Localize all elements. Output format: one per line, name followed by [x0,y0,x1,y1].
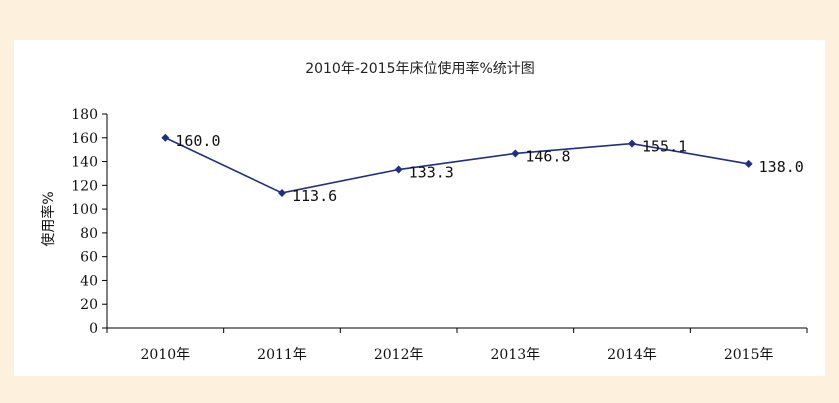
y-tick-label: 120 [71,178,98,194]
data-point-marker [161,133,170,142]
x-tick-label: 2015年 [724,347,774,363]
y-tick-label: 20 [80,297,98,313]
x-tick-label: 2013年 [491,347,541,363]
y-tick-label: 60 [80,250,98,266]
y-tick-label: 40 [80,273,98,289]
y-tick-label: 140 [71,155,98,171]
series-line [164,137,749,194]
data-label: 160.0 [175,132,220,150]
chart-title: 2010年-2015年床位使用率%统计图 [305,60,535,77]
data-point-marker [744,159,753,168]
y-tick-label: 0 [89,321,98,337]
x-tick-label: 2011年 [257,347,307,363]
x-tick-label: 2012年 [374,347,424,363]
data-label: 155.1 [642,138,687,156]
axes: 0 20 40 60 80 100 120 140 160 180 2010年 2011年 2012年 2… [71,107,808,363]
y-tick-label: 100 [71,202,98,218]
y-tick-label: 160 [71,131,98,147]
data-point-marker [394,165,403,174]
data-label: 113.6 [292,187,337,205]
data-point-marker [278,188,286,197]
data-label: 138.0 [759,158,804,176]
data-label: 133.3 [409,164,454,182]
x-tick-label: 2010年 [141,347,191,363]
chart-panel [14,40,825,376]
data-point-marker [511,149,520,158]
y-tick-label: 80 [80,226,98,242]
data-point-marker [628,139,636,148]
series-usage-rate: 160.0 113.6 133.3 146.8 155.1 138.0 [161,132,804,205]
y-tick-label: 180 [71,107,98,123]
data-label: 146.8 [525,147,570,165]
x-tick-label: 2014年 [607,347,657,363]
y-axis-label: 使用率% [40,191,57,246]
